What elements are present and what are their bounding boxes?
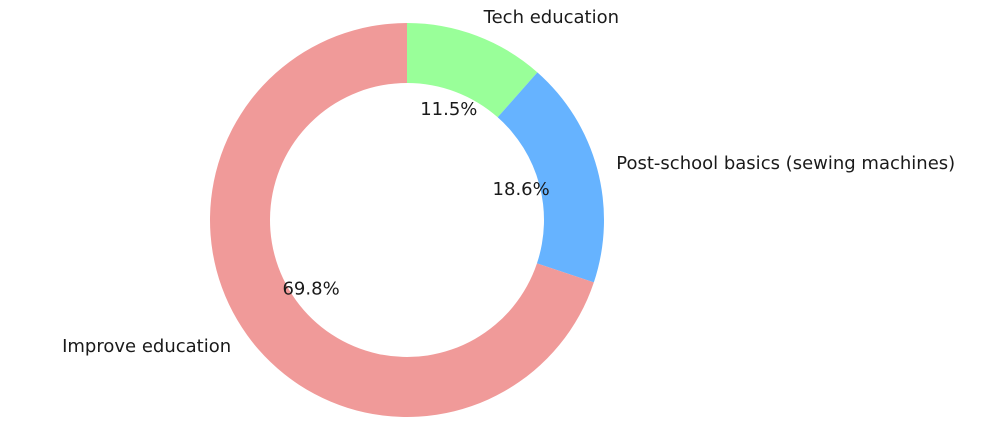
percent-labels: 11.5% 18.6% 69.8% [282, 99, 549, 300]
percent-label-0: 11.5% [420, 99, 477, 120]
category-labels: Tech education Post-school basics (sewing… [62, 7, 955, 357]
percent-label-2: 69.8% [282, 279, 339, 300]
category-label-2: Improve education [62, 336, 231, 357]
slice-2 [210, 23, 594, 417]
percent-label-1: 18.6% [493, 179, 550, 200]
donut-slices [210, 23, 604, 417]
slice-0 [407, 23, 538, 118]
slice-1 [497, 72, 604, 283]
category-label-1: Post-school basics (sewing machines) [616, 153, 955, 174]
category-label-0: Tech education [483, 7, 619, 28]
